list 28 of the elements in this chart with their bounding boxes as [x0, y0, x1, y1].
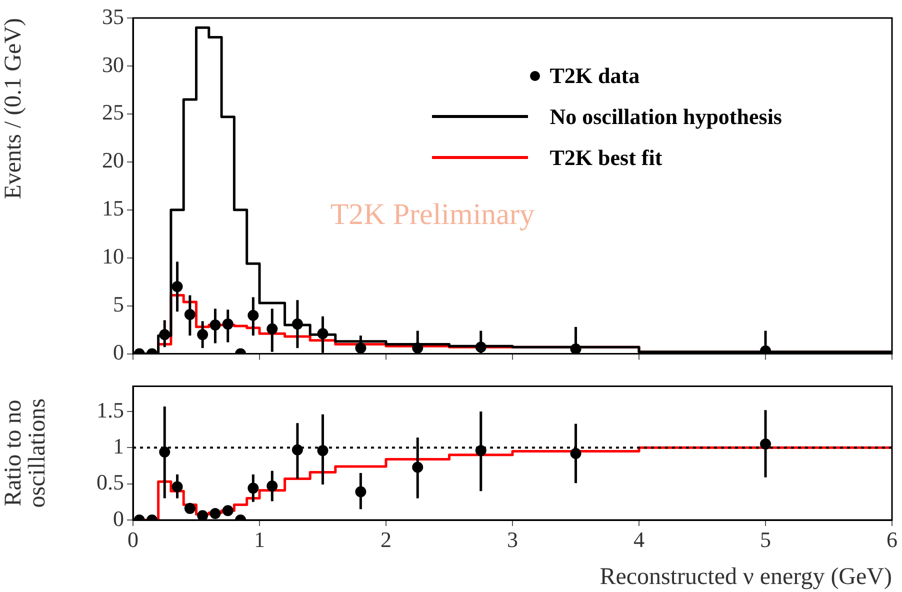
y-tick-label: 10: [102, 244, 124, 269]
x-axis-title: Reconstructed ν energy (GeV): [600, 564, 892, 590]
y-tick-label: 1.5: [96, 397, 124, 422]
legend-label: T2K data: [550, 62, 640, 88]
point: [197, 510, 208, 520]
y-tick-label: 1: [113, 433, 124, 458]
y-tick-label: 25: [102, 100, 124, 125]
x-tick-label: 6: [886, 526, 898, 552]
x-tick-label: 2: [380, 526, 392, 552]
point: [210, 508, 221, 519]
legend-label: No oscillation hypothesis: [550, 104, 782, 130]
point: [222, 505, 234, 516]
y-tick-label: 15: [102, 196, 124, 221]
y-axis-title: Ratio to no oscillations: [0, 398, 50, 508]
y-tick-label: 35: [102, 4, 124, 29]
x-tick-label: 1: [254, 526, 265, 552]
y-tick-label: 0: [113, 340, 124, 365]
x-tick-label: 5: [760, 526, 771, 552]
y-tick-label: 5: [113, 292, 124, 317]
x-tick-label: 4: [634, 526, 644, 552]
y-tick-label: 0.5: [96, 470, 124, 495]
y-tick-label: 0: [113, 506, 124, 531]
x-tick-label: 3: [507, 526, 518, 552]
y-tick-label: 20: [102, 148, 124, 173]
legend-label: T2K best fit: [550, 144, 662, 170]
y-tick-label: 30: [102, 52, 124, 77]
annotation: T2K Preliminary: [330, 198, 534, 231]
y-axis-title: Events / (0.1 GeV): [0, 18, 26, 200]
